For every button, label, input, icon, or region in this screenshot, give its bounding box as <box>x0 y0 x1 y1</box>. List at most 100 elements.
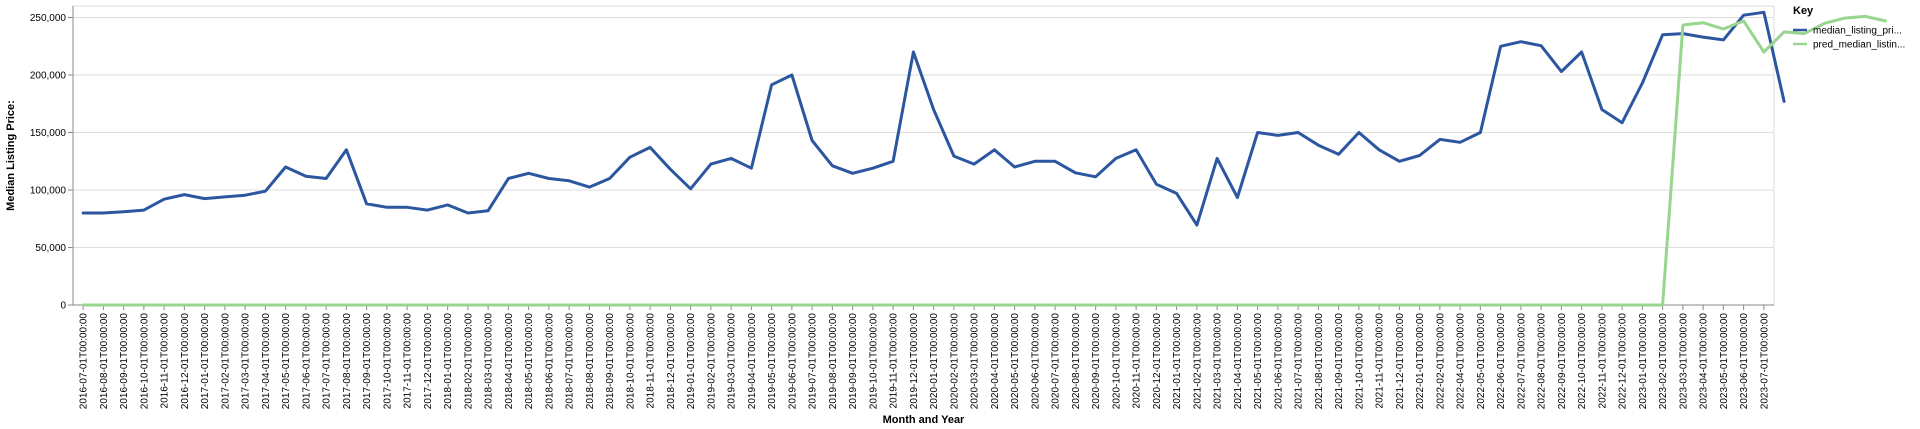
x-tick-label: 2019-06-01T00:00:00 <box>787 313 798 410</box>
x-tick-label: 2016-12-01T00:00:00 <box>180 313 191 410</box>
x-tick-label: 2022-01-01T00:00:00 <box>1415 313 1426 410</box>
y-tick-label: 150,000 <box>30 128 67 139</box>
x-tick-label: 2021-01-01T00:00:00 <box>1172 313 1183 410</box>
x-tick-label: 2023-02-01T00:00:00 <box>1658 313 1669 410</box>
x-tick-label: 2021-11-01T00:00:00 <box>1375 313 1386 409</box>
x-tick-label: 2017-07-01T00:00:00 <box>322 313 333 410</box>
x-tick-label: 2023-03-01T00:00:00 <box>1678 313 1689 410</box>
x-tick-label: 2023-05-01T00:00:00 <box>1719 313 1730 410</box>
x-tick-label: 2021-02-01T00:00:00 <box>1192 313 1203 410</box>
x-tick-label: 2022-05-01T00:00:00 <box>1476 313 1487 410</box>
x-tick-label: 2016-10-01T00:00:00 <box>139 313 150 410</box>
x-tick-label: 2023-06-01T00:00:00 <box>1739 313 1750 410</box>
x-tick-label: 2021-04-01T00:00:00 <box>1233 313 1244 410</box>
x-tick-label: 2021-07-01T00:00:00 <box>1294 313 1305 410</box>
x-tick-label: 2017-02-01T00:00:00 <box>220 313 231 410</box>
x-axis-title: Month and Year <box>883 414 965 426</box>
x-axis: 2016-07-01T00:00:00 2016-08-01T00:00:00 20… <box>73 304 1774 410</box>
x-tick-label: 2019-11-01T00:00:00 <box>889 313 900 409</box>
x-tick-label: 2022-12-01T00:00:00 <box>1618 313 1629 410</box>
x-tick-label: 2022-07-01T00:00:00 <box>1516 313 1527 410</box>
x-tick-label: 2023-04-01T00:00:00 <box>1699 313 1710 410</box>
x-tick-label: 2022-02-01T00:00:00 <box>1435 313 1446 410</box>
x-tick-label: 2019-02-01T00:00:00 <box>706 313 717 410</box>
x-tick-label: 2016-09-01T00:00:00 <box>119 313 130 410</box>
x-tick-label: 2017-03-01T00:00:00 <box>241 313 252 410</box>
x-tick-label: 2021-05-01T00:00:00 <box>1253 313 1264 410</box>
y-tick-label: 250,000 <box>30 13 67 24</box>
x-tick-label: 2018-11-01T00:00:00 <box>646 313 657 409</box>
x-tick-label: 2021-10-01T00:00:00 <box>1354 313 1365 410</box>
x-tick-label: 2020-10-01T00:00:00 <box>1111 313 1122 410</box>
x-tick-label: 2020-03-01T00:00:00 <box>970 313 981 410</box>
x-tick-label: 2021-09-01T00:00:00 <box>1334 313 1345 410</box>
x-tick-label: 2020-12-01T00:00:00 <box>1152 313 1163 410</box>
x-tick-label: 2021-06-01T00:00:00 <box>1273 313 1284 410</box>
x-tick-label: 2017-10-01T00:00:00 <box>382 313 393 410</box>
x-tick-label: 2018-03-01T00:00:00 <box>484 313 495 410</box>
x-tick-label: 2017-06-01T00:00:00 <box>301 313 312 410</box>
x-tick-label: 2022-08-01T00:00:00 <box>1537 313 1548 410</box>
x-tick-label: 2023-07-01T00:00:00 <box>1759 313 1770 410</box>
x-tick-label: 2017-12-01T00:00:00 <box>423 313 434 410</box>
x-tick-label: 2020-06-01T00:00:00 <box>1030 313 1041 410</box>
x-tick-label: 2018-02-01T00:00:00 <box>463 313 474 410</box>
x-tick-label: 2023-01-01T00:00:00 <box>1638 313 1649 410</box>
x-tick-label: 2019-12-01T00:00:00 <box>909 313 920 410</box>
x-tick-label: 2019-01-01T00:00:00 <box>686 313 697 410</box>
x-tick-label: 2022-09-01T00:00:00 <box>1557 313 1568 410</box>
legend-label: pred_median_listin... <box>1813 40 1905 51</box>
x-tick-label: 2020-08-01T00:00:00 <box>1071 313 1082 410</box>
series-line-pred-median-listing-price <box>81 14 1887 307</box>
x-tick-label: 2017-01-01T00:00:00 <box>200 313 211 410</box>
x-tick-label: 2018-07-01T00:00:00 <box>565 313 576 410</box>
x-tick-label: 2020-11-01T00:00:00 <box>1132 313 1143 409</box>
x-tick-label: 2020-09-01T00:00:00 <box>1091 313 1102 410</box>
legend: Key median_listing_pri... pred_median_lis… <box>1793 5 1905 51</box>
x-tick-label: 2017-11-01T00:00:00 <box>403 313 414 409</box>
x-tick-label: 2018-05-01T00:00:00 <box>524 313 535 410</box>
x-tick-label: 2016-07-01T00:00:00 <box>79 313 90 410</box>
x-tick-label: 2016-08-01T00:00:00 <box>99 313 110 410</box>
x-tick-label: 2021-03-01T00:00:00 <box>1213 313 1224 410</box>
plot-frame <box>72 5 1775 306</box>
x-tick-label: 2020-02-01T00:00:00 <box>949 313 960 410</box>
x-tick-label: 2019-03-01T00:00:00 <box>727 313 738 410</box>
x-tick-label: 2022-04-01T00:00:00 <box>1456 313 1467 410</box>
x-tick-label: 2022-11-01T00:00:00 <box>1597 313 1608 409</box>
series-line-median-listing-price <box>81 10 1786 227</box>
x-tick-label: 2017-08-01T00:00:00 <box>342 313 353 410</box>
x-tick-label: 2021-08-01T00:00:00 <box>1314 313 1325 410</box>
plot-area <box>72 5 1775 306</box>
x-tick-label: 2022-10-01T00:00:00 <box>1577 313 1588 410</box>
y-tick-label: 50,000 <box>35 243 66 254</box>
x-tick-label: 2019-05-01T00:00:00 <box>767 313 778 410</box>
gridlines <box>73 17 1774 306</box>
x-tick-label: 2020-01-01T00:00:00 <box>929 313 940 410</box>
x-tick-label: 2019-10-01T00:00:00 <box>868 313 879 410</box>
x-tick-label: 2020-05-01T00:00:00 <box>1010 313 1021 410</box>
legend-label: median_listing_pri... <box>1813 26 1902 37</box>
x-tick-label: 2019-04-01T00:00:00 <box>747 313 758 410</box>
series-layer <box>81 10 1887 307</box>
x-tick-label: 2019-08-01T00:00:00 <box>828 313 839 410</box>
y-tick-label: 200,000 <box>30 71 67 82</box>
x-tick-label: 2019-07-01T00:00:00 <box>808 313 819 410</box>
x-tick-label: 2020-07-01T00:00:00 <box>1051 313 1062 410</box>
y-axis-title: Median Listing Price: <box>5 100 17 211</box>
x-tick-label: 2017-09-01T00:00:00 <box>362 313 373 410</box>
x-tick-label: 2018-12-01T00:00:00 <box>666 313 677 410</box>
x-tick-label: 2018-04-01T00:00:00 <box>504 313 515 410</box>
legend-title: Key <box>1793 5 1814 17</box>
x-tick-label: 2017-04-01T00:00:00 <box>261 313 272 410</box>
x-tick-label: 2022-06-01T00:00:00 <box>1496 313 1507 410</box>
x-tick-label: 2020-04-01T00:00:00 <box>990 313 1001 410</box>
x-tick-label: 2016-11-01T00:00:00 <box>160 313 171 409</box>
y-tick-label: 100,000 <box>30 186 67 197</box>
x-tick-label: 2019-09-01T00:00:00 <box>848 313 859 410</box>
x-tick-label: 2018-06-01T00:00:00 <box>544 313 555 410</box>
x-tick-label: 2018-08-01T00:00:00 <box>585 313 596 410</box>
x-tick-label: 2018-09-01T00:00:00 <box>605 313 616 410</box>
x-tick-label: 2017-05-01T00:00:00 <box>281 313 292 410</box>
